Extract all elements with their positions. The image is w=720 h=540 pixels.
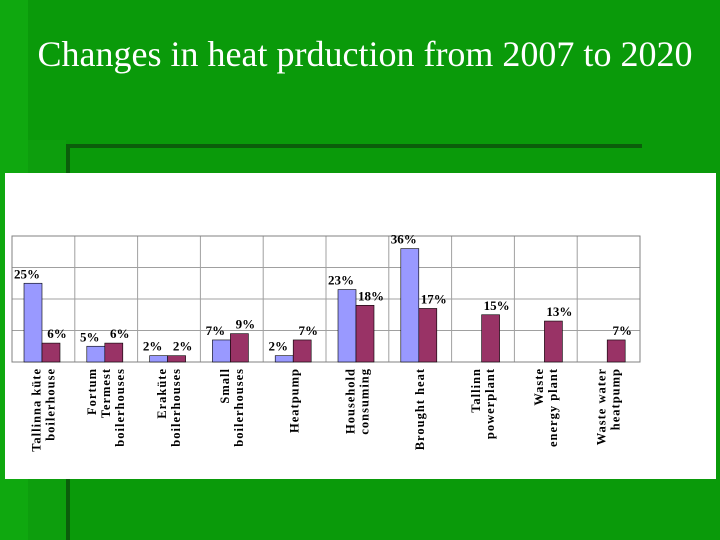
category-label-1-1: Termest — [99, 368, 113, 418]
decorative-line-horizontal — [66, 144, 642, 148]
bar-2007-1 — [86, 345, 106, 363]
category-label-2-1: boilerhouses — [169, 368, 183, 447]
bar-2020-7 — [481, 314, 500, 363]
bar-2020-3 — [230, 333, 249, 363]
plot-area-border — [11, 235, 641, 363]
data-label-2020-2: 2% — [173, 339, 193, 354]
data-label-2007-5: 23% — [328, 273, 354, 288]
category-label-7-1: powerplant — [483, 368, 497, 439]
data-label-2020-6: 17% — [421, 291, 447, 306]
data-label-2020-1: 6% — [110, 326, 130, 341]
bar-2007-6 — [400, 248, 420, 363]
category-label-5-0: Household — [343, 368, 357, 434]
data-label-2007-2: 2% — [143, 339, 163, 354]
bar-2020-9 — [606, 339, 626, 363]
data-label-2007-4: 2% — [268, 339, 288, 354]
bar-2020-0 — [41, 342, 61, 363]
slide-title: Changes in heat prduction from 2007 to 2… — [37, 34, 693, 74]
data-label-2007-1: 5% — [80, 329, 100, 344]
bar-2007-0 — [23, 282, 43, 363]
bar-2020-8 — [544, 320, 563, 363]
data-label-2020-9: 7% — [612, 323, 632, 338]
bar-2020-4 — [292, 339, 312, 363]
category-label-0-1: boilerhouse — [43, 368, 57, 441]
category-label-7-0: Tallinn — [469, 368, 483, 413]
bar-2007-4 — [274, 355, 294, 363]
bar-2007-3 — [212, 339, 231, 363]
bar-2007-5 — [337, 289, 357, 363]
category-label-9-1: heatpump — [609, 368, 623, 430]
category-label-1-2: boilerhouses — [113, 368, 127, 447]
data-label-2020-7: 15% — [484, 298, 510, 313]
bar-2020-6 — [418, 308, 438, 363]
bar-2007-2 — [149, 355, 168, 363]
category-label-4-0: Heatpump — [288, 368, 302, 433]
bar-2020-1 — [104, 342, 124, 363]
category-label-3-0: Small — [218, 368, 232, 404]
category-label-9-0: Waste water — [595, 368, 609, 445]
category-label-6-0: Brought heat — [413, 368, 427, 450]
category-label-3-1: boilerhouses — [232, 368, 246, 447]
category-label-2-0: Eraküte — [155, 368, 169, 419]
data-label-2007-6: 36% — [391, 232, 417, 247]
category-label-5-1: consuming — [357, 368, 371, 435]
data-label-2007-3: 7% — [206, 323, 226, 338]
data-label-2020-5: 18% — [358, 288, 384, 303]
data-label-2007-0: 25% — [14, 266, 40, 281]
bar-2020-5 — [355, 304, 375, 363]
category-label-1-0: Fortum — [85, 368, 99, 415]
category-label-0-0: Tallinna küte — [29, 368, 43, 452]
bar-2020-2 — [167, 355, 186, 363]
data-label-2020-3: 9% — [236, 317, 256, 332]
data-label-2020-4: 7% — [298, 323, 318, 338]
data-label-2020-0: 6% — [47, 326, 67, 341]
data-label-2020-8: 13% — [546, 304, 572, 319]
category-label-8-0: Waste — [532, 368, 546, 406]
category-label-8-1: energy plant — [546, 368, 560, 447]
